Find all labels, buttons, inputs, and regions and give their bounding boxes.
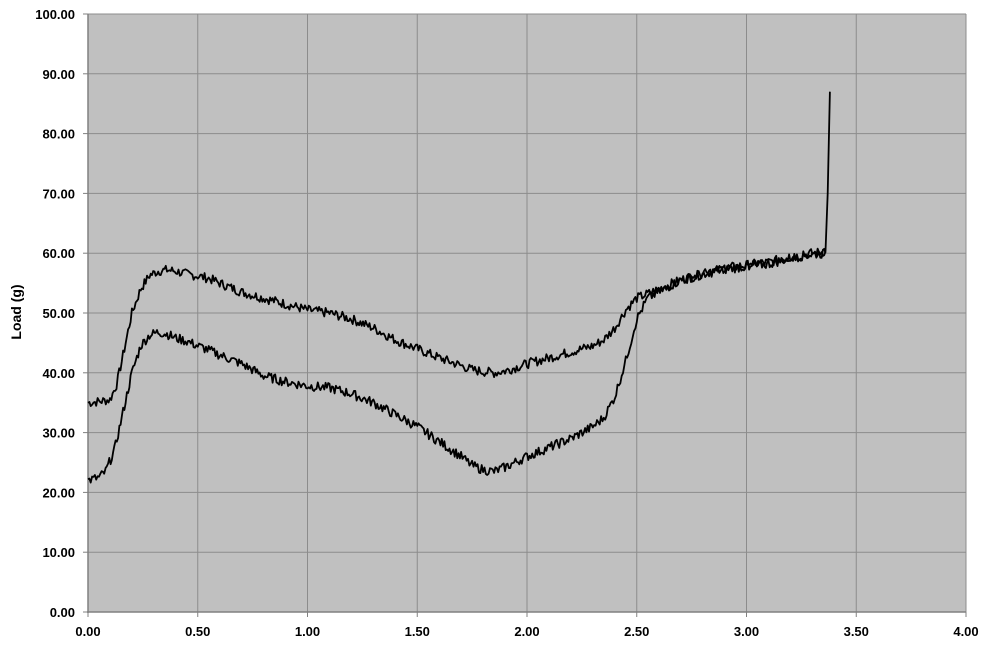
x-tick-label: 0.50 xyxy=(185,624,210,639)
x-tick-label: 0.00 xyxy=(75,624,100,639)
lower-load-curve xyxy=(87,247,827,484)
x-tick-label: 1.50 xyxy=(405,624,430,639)
y-tick-label: 100.00 xyxy=(35,7,75,22)
upper-load-curve xyxy=(87,91,831,407)
y-tick-label: 70.00 xyxy=(42,186,75,201)
y-tick-label: 20.00 xyxy=(42,485,75,500)
x-tick-label: 2.50 xyxy=(624,624,649,639)
y-tick-label: 10.00 xyxy=(42,545,75,560)
y-tick-label: 80.00 xyxy=(42,127,75,142)
x-tick-label: 3.00 xyxy=(734,624,759,639)
y-tick-label: 90.00 xyxy=(42,67,75,82)
x-tick-label: 2.00 xyxy=(514,624,539,639)
x-tick-label: 4.00 xyxy=(953,624,978,639)
x-tick-label: 3.50 xyxy=(844,624,869,639)
y-tick-label: 50.00 xyxy=(42,306,75,321)
y-tick-label: 60.00 xyxy=(42,246,75,261)
tick-labels: 0.00 0.50 1.00 1.50 2.00 2.50 3.00 3.50 4.00 0.00… xyxy=(35,7,978,639)
y-tick-label: 0.00 xyxy=(50,605,75,620)
plot-layer xyxy=(83,13,967,617)
y-tick-label: 40.00 xyxy=(42,366,75,381)
y-tick-label: 30.00 xyxy=(42,426,75,441)
y-axis-title: Load (g) xyxy=(8,284,24,339)
x-tick-label: 1.00 xyxy=(295,624,320,639)
